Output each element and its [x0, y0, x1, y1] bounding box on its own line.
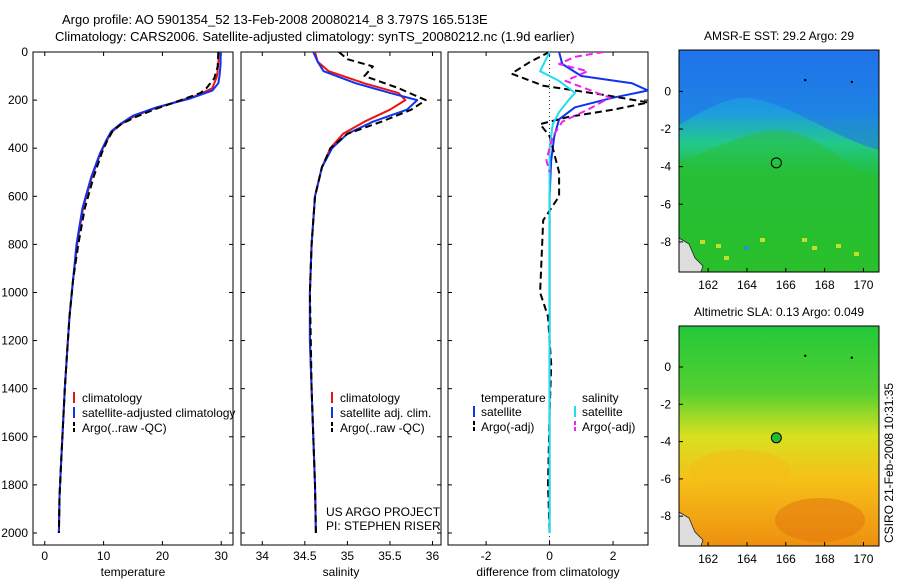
axes-frame-temperature — [32, 51, 234, 546]
map-speckle — [700, 240, 705, 244]
legend-label: climatology — [82, 391, 142, 405]
figure-title-line1: Argo profile: AO 5901354_52 13-Feb-2008 … — [62, 12, 488, 27]
y-tick-label: 600 — [8, 189, 28, 203]
x-tick-label: 35.5 — [378, 549, 402, 563]
island-dot — [850, 356, 854, 359]
series-line-argo-raw-qc- — [57, 52, 220, 534]
y-tick-label: 200 — [8, 93, 28, 107]
x-tick-label: 36 — [426, 549, 440, 563]
island-dot — [850, 80, 854, 84]
map-x-tick-label: 170 — [853, 278, 873, 292]
map-x-tick-label: 162 — [698, 278, 718, 292]
map-cool-region — [679, 50, 879, 150]
x-axis-label: temperature — [101, 565, 166, 579]
map-speckle — [760, 238, 765, 242]
x-tick-label: 30 — [215, 549, 229, 563]
map-frame — [678, 325, 880, 547]
legend-label: climatology — [340, 391, 400, 405]
panel-temperature: 0 10 20 30 0 200 400 600 800 1000 1200 1400 1600 1800… — [1, 45, 235, 579]
map-speckle — [836, 244, 841, 248]
project-note-line1: US ARGO PROJECT — [326, 505, 441, 519]
x-tick-label: 35 — [341, 549, 355, 563]
x-tick-label: 2 — [610, 549, 617, 563]
map-speckle — [802, 238, 807, 242]
x-axis-label: salinity — [323, 565, 360, 579]
map-x-tick-label: 162 — [698, 552, 718, 566]
y-tick-label: 1600 — [1, 430, 28, 444]
map-title: Altimetric SLA: 0.13 Argo: 0.049 — [694, 305, 864, 319]
map-y-tick-label: -4 — [660, 435, 671, 449]
map-panel-sla: Altimetric SLA: 0.13 Argo: 0.049 162 164 16… — [660, 305, 880, 566]
map-speckle — [812, 246, 817, 250]
map-y-tick-label: -6 — [660, 472, 671, 486]
project-note-line2: PI: STEPHEN RISER — [326, 519, 441, 533]
map-x-tick-label: 166 — [776, 278, 796, 292]
x-axis-label: difference from climatology — [476, 565, 619, 579]
axes-frame-salinity — [240, 51, 442, 546]
y-tick-label: 1000 — [1, 285, 28, 299]
legend-label: satellite adj. clim. — [340, 406, 431, 420]
side-timestamp: CSIRO 21-Feb-2008 10:31:35 — [882, 383, 896, 543]
x-tick-label: 20 — [156, 549, 170, 563]
map-x-tick-label: 166 — [776, 552, 796, 566]
y-tick-label: 400 — [8, 141, 28, 155]
map-x-tick-label: 164 — [737, 278, 757, 292]
map-frame — [678, 49, 880, 273]
x-tick-label: 10 — [97, 549, 111, 563]
map-speckle — [724, 256, 729, 260]
x-tick-label: 34.5 — [293, 549, 317, 563]
map-y-tick-label: 0 — [664, 84, 671, 98]
legend-label: satellite — [582, 405, 623, 419]
map-y-tick-label: -8 — [660, 509, 671, 523]
map-y-tick-label: -4 — [660, 160, 671, 174]
map-y-tick-label: 0 — [664, 360, 671, 374]
series-line-salinity-argo-adj- — [545, 52, 611, 173]
map-warm-region — [679, 130, 879, 272]
y-tick-label: 1800 — [1, 478, 28, 492]
map-mid-region — [690, 450, 790, 490]
x-tick-label: -2 — [481, 549, 492, 563]
panel-difference: -2 0 2 difference from climatology temperatu… — [447, 51, 649, 579]
y-tick-label: 2000 — [1, 526, 28, 540]
map-x-tick-label: 164 — [737, 552, 757, 566]
map-y-tick-label: -2 — [660, 122, 671, 136]
map-x-tick-label: 170 — [853, 552, 873, 566]
map-x-tick-label: 168 — [815, 278, 835, 292]
map-y-tick-label: -2 — [660, 397, 671, 411]
map-speckle — [854, 252, 859, 256]
island-dot — [804, 354, 807, 358]
legend-title-temperature: temperature — [481, 391, 546, 405]
series-line-salinity-satellite — [539, 52, 576, 533]
y-tick-label: 800 — [8, 237, 28, 251]
y-tick-label: 1200 — [1, 334, 28, 348]
map-x-tick-label: 168 — [815, 552, 835, 566]
map-speckle — [716, 244, 721, 248]
x-tick-label: 0 — [546, 549, 553, 563]
figure-title-line2: Climatology: CARS2006. Satellite-adjuste… — [55, 29, 575, 44]
map-title: AMSR-E SST: 29.2 Argo: 29 — [704, 29, 854, 43]
legend-label: Argo(..raw -QC) — [82, 421, 167, 435]
y-tick-label: 1400 — [1, 382, 28, 396]
x-tick-label: 0 — [41, 549, 48, 563]
island-dot — [804, 78, 807, 82]
legend-label: Argo(-adj) — [481, 420, 534, 434]
legend-label: satellite-adjusted climatology — [82, 406, 235, 420]
legend-title-salinity: salinity — [582, 391, 619, 405]
series-line-argo-raw-qc- — [308, 52, 427, 534]
argo-float-marker — [770, 432, 782, 444]
map-y-tick-label: -6 — [660, 197, 671, 211]
series-line-temperature-argo-adj- — [510, 52, 648, 534]
legend-label: satellite — [481, 405, 522, 419]
x-tick-label: 34 — [256, 549, 270, 563]
panel-salinity: 34 34.5 35 35.5 36 salinity climatologysatelli… — [240, 51, 442, 579]
map-speckle — [744, 246, 749, 250]
legend-label: Argo(..raw -QC) — [340, 421, 425, 435]
map-y-tick-label: -8 — [660, 235, 671, 249]
y-tick-label: 0 — [21, 45, 28, 59]
map-panel-sst: AMSR-E SST: 29.2 Argo: 29 162 164 166 168 170… — [660, 29, 880, 292]
map-high-region — [775, 498, 865, 542]
argo-float-marker — [770, 157, 782, 169]
legend-label: Argo(-adj) — [582, 420, 635, 434]
